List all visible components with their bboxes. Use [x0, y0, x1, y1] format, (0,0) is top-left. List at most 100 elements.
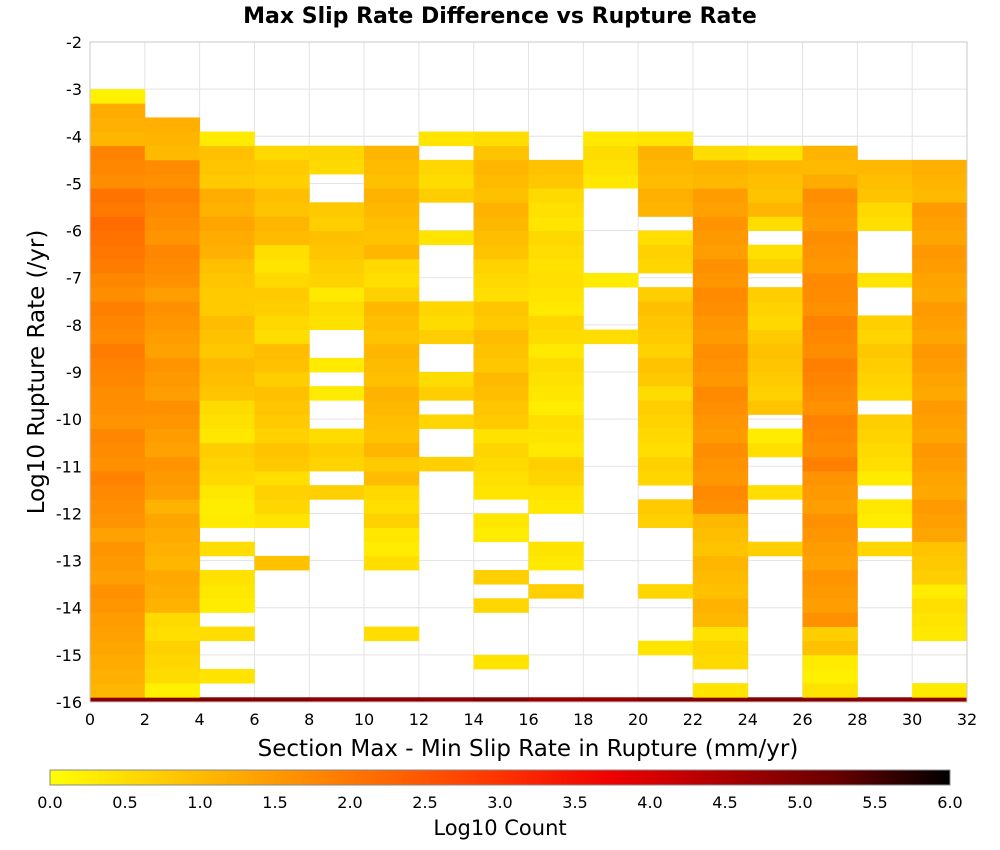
colorbar-tick-label: 2.5	[412, 793, 437, 812]
heatmap-cell	[473, 400, 529, 415]
heatmap-cell	[364, 188, 420, 203]
heatmap-cell	[364, 145, 420, 161]
heatmap-cell	[199, 343, 255, 359]
heatmap-cell	[90, 400, 146, 415]
heatmap-cell	[90, 541, 146, 557]
heatmap-cell	[199, 499, 255, 514]
heatmap-cell	[802, 273, 858, 288]
heatmap-cell	[692, 216, 749, 231]
heatmap-cell	[802, 188, 858, 203]
heatmap-cell	[473, 372, 529, 387]
heatmap-cell	[912, 216, 968, 231]
y-tick-label: -3	[66, 80, 82, 99]
heatmap-cell	[199, 273, 255, 288]
heatmap-cell	[90, 131, 146, 147]
heatmap-cell	[692, 343, 749, 359]
heatmap-cell	[90, 103, 146, 118]
heatmap-cell	[802, 372, 858, 387]
heatmap-cell	[90, 428, 146, 444]
heatmap-cell	[144, 244, 201, 260]
heatmap-cell	[254, 372, 310, 387]
colorbar-tick-label: 3.0	[487, 793, 512, 812]
heatmap-cell	[90, 584, 146, 599]
heatmap-cell	[638, 386, 694, 401]
heatmap-cell	[199, 301, 255, 316]
heatmap-cell	[638, 456, 694, 472]
heatmap-cell	[473, 654, 529, 670]
heatmap-cell	[528, 428, 584, 444]
heatmap-cell	[802, 598, 858, 613]
x-axis-ticks: 0 2 4 6 8 10 12 14 16 18 20 22 24 26 28 30 32	[85, 710, 977, 729]
heatmap-cell	[802, 159, 858, 175]
heatmap-cell	[692, 273, 749, 288]
heatmap-cell	[473, 258, 529, 274]
heatmap-cell	[802, 456, 858, 472]
heatmap-cell	[144, 570, 201, 585]
colorbar-tick-label: 4.0	[637, 793, 662, 812]
heatmap-cell	[199, 485, 255, 500]
heatmap-cell	[747, 188, 803, 203]
heatmap-cell	[802, 244, 858, 260]
heatmap-cell	[802, 258, 858, 274]
heatmap-cell	[912, 315, 968, 330]
heatmap-cell	[802, 570, 858, 585]
heatmap-cell	[692, 584, 749, 599]
heatmap-cell	[254, 329, 310, 345]
heatmap-cell	[912, 442, 968, 458]
heatmap-cell	[857, 541, 913, 557]
heatmap-cell	[528, 174, 584, 189]
heatmap-cell	[692, 372, 749, 387]
y-tick-label: -9	[66, 363, 82, 382]
heatmap-cell	[528, 442, 584, 458]
heatmap-cell	[418, 230, 475, 246]
y-tick-label: -11	[56, 457, 82, 476]
heatmap-cell	[528, 372, 584, 387]
colorbar-label: Log10 Count	[433, 816, 566, 840]
heatmap-cell	[364, 244, 420, 260]
heatmap-cell	[912, 513, 968, 528]
heatmap-cell	[692, 159, 749, 175]
heatmap-cell	[528, 188, 584, 203]
heatmap-cell	[199, 315, 255, 330]
heatmap-cell	[90, 216, 146, 231]
heatmap-cell	[747, 145, 803, 161]
heatmap-cell	[912, 471, 968, 486]
colorbar-tick-label: 5.5	[862, 793, 887, 812]
heatmap-cell	[254, 357, 310, 373]
heatmap-cell	[364, 513, 420, 528]
heatmap-cell	[418, 174, 475, 189]
heatmap-cell	[473, 131, 529, 147]
heatmap-cell	[912, 555, 968, 571]
x-tick-label: 10	[354, 710, 374, 729]
heatmap-cell	[802, 357, 858, 373]
heatmap-cell	[638, 230, 694, 246]
heatmap-cell	[473, 513, 529, 528]
heatmap-cell	[144, 541, 201, 557]
heatmap-cell	[364, 329, 420, 345]
heatmap-cell	[857, 357, 913, 373]
heatmap-cell	[364, 485, 420, 500]
heatmap-cell	[364, 357, 420, 373]
heatmap-cell	[747, 216, 803, 231]
heatmap-cell	[747, 258, 803, 274]
heatmap-cell	[638, 244, 694, 260]
heatmap-cell	[199, 174, 255, 189]
heatmap-cell	[199, 258, 255, 274]
heatmap-cell	[692, 513, 749, 528]
heatmap-cell	[90, 159, 146, 175]
heatmap-cell	[857, 471, 913, 486]
heatmap-cell	[364, 555, 420, 571]
heatmap-cell	[802, 301, 858, 316]
heatmap-cell	[802, 527, 858, 543]
heatmap-cell	[254, 485, 310, 500]
heatmap-cell	[802, 471, 858, 486]
heatmap-cell	[802, 541, 858, 557]
heatmap-cell	[857, 202, 913, 217]
heatmap-cell	[199, 414, 255, 429]
heatmap-cell	[254, 343, 310, 359]
heatmap-cell	[528, 456, 584, 472]
heatmap-cell	[692, 485, 749, 500]
heatmap-cell	[90, 89, 146, 104]
heatmap-cell	[199, 541, 255, 557]
heatmap-cell	[802, 697, 858, 703]
